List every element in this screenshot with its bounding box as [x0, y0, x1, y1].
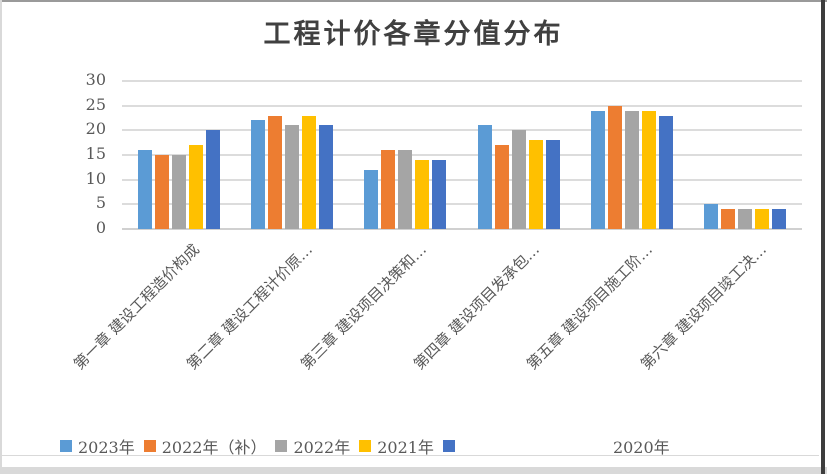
- y-axis-tick-label: 15: [85, 144, 106, 163]
- x-axis-line: [122, 228, 802, 230]
- bar: [494, 145, 509, 229]
- bar: [659, 115, 673, 229]
- y-axis-tick-label: 10: [85, 168, 106, 188]
- y-axis-tick-label: 0: [95, 218, 106, 237]
- bar: [251, 120, 265, 229]
- x-axis-category-label: 第三章 建设项目决策和…: [296, 240, 430, 374]
- bar: [738, 209, 753, 229]
- legend: 2023年 2022年（补） 2022年 2021年 2020年: [60, 434, 679, 458]
- bar: [511, 130, 526, 229]
- bar: [188, 145, 203, 229]
- bar: [608, 105, 622, 229]
- bar: [154, 155, 169, 229]
- legend-label: 2023年: [78, 438, 135, 457]
- bar: [398, 150, 413, 229]
- legend-item: 2021年: [359, 434, 434, 458]
- legend-label: 2022年: [293, 438, 351, 457]
- chart-title: 工程计价各章分值分布: [263, 19, 564, 50]
- bar: [755, 209, 770, 229]
- gridline: [122, 154, 802, 156]
- x-axis-category-label: 第四章 建设项目发承包…: [410, 240, 543, 374]
- y-axis-tick-label: 20: [85, 119, 106, 139]
- frame-bottom-band: [0, 467, 827, 474]
- bar: [415, 159, 430, 229]
- bar: [268, 115, 282, 229]
- chart-border-bottom: [2, 455, 819, 456]
- gridline: [122, 80, 802, 82]
- legend-swatch: [359, 440, 372, 452]
- bar: [772, 209, 787, 229]
- y-axis-tick-label: 30: [85, 70, 106, 89]
- legend-swatch: [143, 440, 156, 452]
- bar: [625, 110, 639, 229]
- bar: [137, 150, 152, 229]
- y-axis-tick-label: 25: [85, 94, 106, 114]
- gridline: [122, 104, 802, 107]
- x-axis-category-label: 第二章 建设工程计价原…: [183, 240, 317, 374]
- bar: [721, 209, 736, 229]
- legend-swatch: [275, 440, 288, 452]
- x-axis-category-label: 第一章 建设工程造价构成: [70, 240, 203, 374]
- frame-border-right: [821, 0, 825, 474]
- bar: [591, 110, 605, 229]
- x-axis-category-label: 第六章 建设项目竣工决…: [636, 240, 770, 374]
- bar: [302, 115, 316, 229]
- legend-item: 2023年: [60, 434, 135, 458]
- bar: [704, 204, 719, 229]
- legend-label: 2020年: [612, 438, 670, 457]
- legend-swatch: [442, 440, 455, 452]
- bar: [205, 130, 220, 229]
- bar: [171, 155, 186, 229]
- bar: [432, 159, 447, 229]
- bar: [381, 150, 396, 229]
- y-axis-tick-label: 5: [95, 193, 106, 213]
- bar: [545, 140, 560, 229]
- frame-border-left: [0, 0, 2, 468]
- bar: [319, 125, 333, 229]
- legend-item: 2022年（补）: [143, 434, 267, 458]
- frame-border-top: [0, 0, 827, 2]
- bar: [528, 140, 543, 229]
- gridline: [122, 203, 802, 206]
- legend-label: 2022年（补）: [161, 438, 267, 457]
- legend-label: 2021年: [377, 438, 434, 457]
- x-axis-category-label: 第五章 建设项目施工阶…: [523, 240, 657, 374]
- bar: [477, 125, 492, 229]
- legend-item: 2020年: [442, 434, 670, 458]
- bar: [642, 110, 656, 229]
- bar: [285, 125, 299, 229]
- legend-item: 2022年: [275, 434, 350, 458]
- gridline: [122, 129, 802, 132]
- bar: [364, 169, 379, 229]
- gridline: [122, 178, 802, 181]
- legend-swatch: [60, 440, 72, 452]
